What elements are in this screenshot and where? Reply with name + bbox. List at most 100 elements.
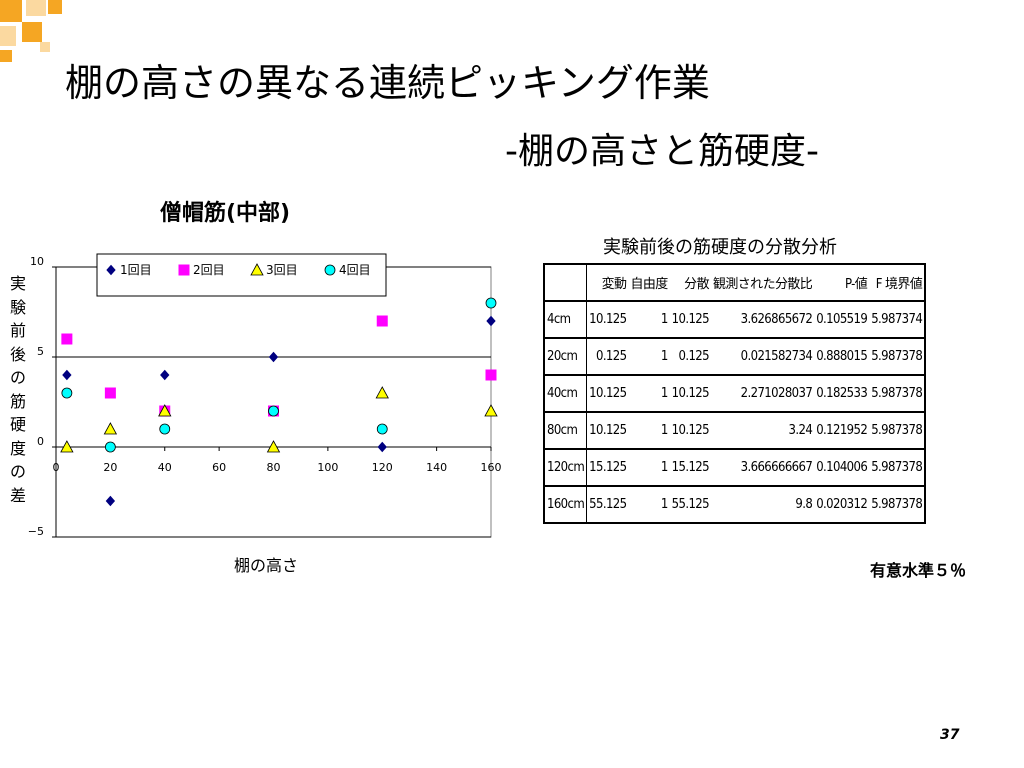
table-cell: 0.105519 <box>814 301 870 339</box>
chart-x-tick-label: 20 <box>103 461 117 474</box>
table-cell: 10.125 <box>586 412 629 450</box>
table-cell: 55.125 <box>669 486 711 524</box>
chart-point-series-2 <box>376 315 388 327</box>
chart-point-series-2 <box>61 333 73 345</box>
table-cell: 15.125 <box>586 449 629 487</box>
corner-decoration-5 <box>22 22 42 42</box>
chart-y-tick-label: 10 <box>30 255 44 268</box>
table-cell: 2.271028037 <box>710 375 815 413</box>
table-title: 実験前後の筋硬度の分散分析 <box>603 237 837 258</box>
table-row-label: 20cm <box>544 338 588 376</box>
significance-note: 有意水準５％ <box>870 561 967 580</box>
chart-point-series-1 <box>160 369 170 381</box>
chart-y-tick-label: 0 <box>37 435 44 448</box>
table-cell: 10.125 <box>669 375 711 413</box>
chart-point-series-3 <box>103 422 118 435</box>
chart-point-series-4 <box>268 405 279 417</box>
table-cell: 0.121952 <box>814 412 870 450</box>
table-header-cell: F 境界値 <box>869 264 926 302</box>
table-header-row: 変動 自由度 分散 観測された分散比 P-値 F 境界値 <box>544 264 926 302</box>
chart-plot-area <box>55 266 492 538</box>
chart-point-series-4 <box>61 387 73 399</box>
chart-y-tick-label: 5 <box>37 345 44 358</box>
chart-legend-box <box>96 253 387 297</box>
table-cell: 3.666666667 <box>710 449 815 487</box>
chart-legend-label: 2回目 <box>193 263 225 277</box>
corner-decoration-4 <box>0 26 16 46</box>
table-cell: 0.125 <box>669 338 711 376</box>
table-cell: 10.125 <box>669 412 711 450</box>
chart-point-series-3 <box>158 404 172 417</box>
chart-point-series-3 <box>60 440 74 453</box>
chart-point-series-3 <box>375 386 389 399</box>
chart-x-tick-label: 100 <box>317 461 338 474</box>
anova-table: 変動 自由度 分散 観測された分散比 P-値 F 境界値 4cm 10.125 1 10.125… <box>543 263 927 524</box>
chart-x-tick-label: 160 <box>481 461 502 474</box>
table-row-label: 120cm <box>544 449 588 487</box>
table-cell: 5.987378 <box>869 412 926 450</box>
page-number: 37 <box>940 727 960 743</box>
corner-decoration-1 <box>0 0 22 22</box>
chart-x-tick-label: 60 <box>212 461 226 474</box>
table-row: 20cm 0.125 1 0.125 0.021582734 0.888015 5.9873… <box>544 338 926 376</box>
chart-point-series-4 <box>104 441 116 453</box>
chart-x-tick-label: 140 <box>426 461 447 474</box>
chart-point-series-1 <box>486 315 496 327</box>
table-cell: 5.987378 <box>869 375 926 413</box>
table-cell: 3.24 <box>710 412 815 450</box>
chart-point-series-1 <box>377 441 387 453</box>
chart-legend-marker-2 <box>178 264 190 276</box>
table-cell: 10.125 <box>586 375 629 413</box>
chart-point-series-2 <box>485 369 497 381</box>
chart-point-series-3 <box>266 440 281 453</box>
table-cell: 0.888015 <box>814 338 870 376</box>
chart-legend-label: 1回目 <box>120 263 152 277</box>
table-cell: 0.020312 <box>814 486 870 524</box>
table-row: 80cm 10.125 1 10.125 3.24 0.121952 5.987378 <box>544 412 926 450</box>
chart-point-series-4 <box>376 423 388 435</box>
table-cell: 5.987378 <box>869 449 926 487</box>
table-row-label: 80cm <box>544 412 588 450</box>
table-row: 40cm 10.125 1 10.125 2.271028037 0.182533 5.98… <box>544 375 926 413</box>
chart-x-tick-label: 0 <box>53 461 60 474</box>
table-row-label: 160cm <box>544 486 588 524</box>
table-row: 120cm 15.125 1 15.125 3.666666667 0.104006 5.9… <box>544 449 926 487</box>
chart-point-series-1 <box>105 495 116 507</box>
corner-decoration-3 <box>48 0 62 14</box>
table-row: 160cm 55.125 1 55.125 9.8 0.020312 5.987378 <box>544 486 926 524</box>
chart-x-tick-label: 40 <box>158 461 172 474</box>
table-row-label: 40cm <box>544 375 588 413</box>
table-header-cell: P-値 <box>814 264 870 302</box>
table-cell: 10.125 <box>586 301 629 339</box>
chart-x-tick-label: 120 <box>372 461 393 474</box>
table-cell: 5.987378 <box>869 486 926 524</box>
table-cell: 0.021582734 <box>710 338 815 376</box>
table-header-cell <box>544 264 588 302</box>
chart-title: 僧帽筋(中部) <box>160 201 291 226</box>
table-header-cell: 変動 <box>586 264 629 302</box>
table-cell: 5.987378 <box>869 338 926 376</box>
table-cell: 3.626865672 <box>710 301 815 339</box>
table-header-cell: 自由度 <box>628 264 670 302</box>
table-cell: 15.125 <box>669 449 711 487</box>
table-row-label: 4cm <box>544 301 588 339</box>
scatter-chart: 10 5 0 −5 0 20 40 60 80 100 120 140 160 1回目 2回目 3回目 4回目 <box>28 253 502 538</box>
slide-title: 棚の高さの異なる連続ピッキング作業 <box>65 61 710 105</box>
chart-legend-label: 4回目 <box>339 263 371 277</box>
chart-x-tick-label: 80 <box>267 461 281 474</box>
chart-point-series-3 <box>484 404 498 417</box>
chart-point-series-2 <box>104 387 116 399</box>
corner-decoration-2 <box>26 0 46 16</box>
table-cell: 1 <box>628 301 670 339</box>
slide-subtitle: -棚の高さと筋硬度- <box>505 131 819 172</box>
table-cell: 1 <box>628 449 670 487</box>
table-row: 4cm 10.125 1 10.125 3.626865672 0.105519 5.987… <box>544 301 926 339</box>
chart-y-axis-label: 実験前後の筋硬度の差 <box>9 274 26 505</box>
corner-decoration-6 <box>0 50 12 62</box>
table-cell: 1 <box>628 338 670 376</box>
chart-point-series-1 <box>62 369 72 381</box>
chart-y-tick-label: −5 <box>28 525 44 538</box>
table-header-cell: 分散 <box>669 264 711 302</box>
table-cell: 9.8 <box>710 486 815 524</box>
chart-point-series-1 <box>268 351 279 363</box>
